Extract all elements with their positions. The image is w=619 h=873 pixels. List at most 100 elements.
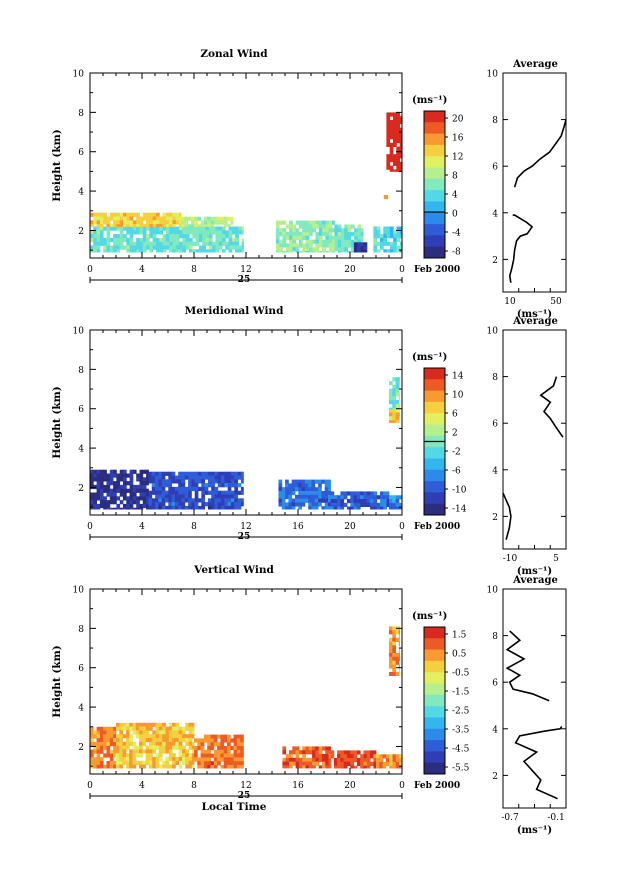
heatmap-cell [392,416,396,421]
heatmap-cell [386,499,390,504]
heatmap-cell [392,660,396,665]
heatmap-cell [129,212,134,217]
colorbar: (ms⁻¹)1.50.5-0.5-1.5-2.5-3.5-4.5-5.5 [412,611,470,775]
heatmap-cell [208,234,213,239]
x-tick-label: 4 [139,781,145,791]
heatmap-cell [90,757,94,762]
heatmap-cell [113,245,117,250]
heatmap-cell [210,224,215,227]
heatmap-cell [223,216,228,221]
heatmap-cell [237,475,242,480]
heatmap-cell [332,235,335,240]
heatmap-cell [399,131,403,136]
heatmap-cell [149,216,154,221]
heatmap-cell [343,758,348,763]
heatmap-cell [197,742,201,747]
heatmap-cell [99,488,104,493]
heatmap-cell [298,483,302,488]
heatmap-cell [142,741,147,746]
heatmap-cell [285,235,290,240]
heatmap-cell [386,139,391,144]
heatmap-cell [340,754,345,759]
heatmap-cell [205,241,210,246]
colorbar-tick-label: 14 [452,372,464,382]
heatmap-cell [96,481,101,486]
heatmap-cell [99,500,104,505]
heatmap-cell [398,664,400,669]
heatmap-cell [189,249,193,253]
heatmap-cell [188,730,193,735]
heatmap-cell [398,392,400,397]
heatmap-cell [315,239,320,244]
heatmap-cell [182,245,187,250]
heatmap-cell [113,496,117,501]
heatmap-cell [207,746,211,751]
heatmap-cell [311,479,316,484]
heatmap-cell [129,503,134,509]
heatmap-cell [172,764,176,769]
heatmap-cell [217,749,221,754]
heatmap-cell [398,634,400,639]
heatmap-cell [129,226,134,231]
heatmap-cell [240,490,244,495]
heatmap-cell [103,212,107,217]
heatmap-cell [123,488,127,493]
heatmap-cell [122,753,127,758]
heatmap-cell [96,734,101,739]
heatmap-cell [217,502,222,507]
heatmap-cell [392,377,396,382]
colorbar-swatch [424,235,445,248]
heatmap-cell [396,249,401,253]
heatmap-cell [217,479,222,484]
heatmap-cell [123,484,127,490]
heatmap-cell [113,224,117,227]
heatmap-cell [126,473,130,478]
heatmap-cell [337,243,342,248]
heatmap-cell [168,479,172,484]
heatmap-cell [233,742,238,747]
heatmap-cell [200,224,205,227]
average-x-tick-label: -10 [503,554,518,564]
heatmap-cell [152,224,157,227]
heatmap-cell [318,224,323,229]
heatmap-cell [385,758,390,763]
heatmap-cell [295,757,300,762]
heatmap-cell [302,232,306,237]
heatmap-cell [220,765,225,769]
heatmap-cell [373,502,378,507]
heatmap-cell [299,239,303,244]
heatmap-cell [353,246,358,251]
heatmap-cell [230,746,234,751]
heatmap-cell [174,505,179,510]
heatmap-cell [119,760,123,765]
heatmap-cell [119,473,124,478]
heatmap-cell [399,249,403,253]
heatmap-cell [103,753,107,758]
heatmap-cell [126,488,130,493]
colorbar-swatch [424,672,445,684]
heatmap-cell [223,757,228,762]
heatmap-cell [235,226,239,231]
heatmap-cell [191,471,196,476]
heatmap-cell [169,212,173,217]
heatmap-cell [360,495,364,500]
heatmap-cell [328,765,331,769]
heatmap-cell [392,400,396,405]
heatmap-cell [295,487,299,492]
heatmap-cell [344,232,348,237]
heatmap-cell [184,498,189,503]
heatmap-cell [109,249,114,253]
heatmap-cell [357,232,362,237]
heatmap-cell [234,505,238,510]
heatmap-cell [275,224,280,229]
heatmap-cell [214,471,219,476]
heatmap-cell [393,123,397,128]
heatmap-cell [96,237,101,243]
heatmap-cell [139,481,144,486]
heatmap-cell [275,220,280,225]
heatmap-cell [142,734,147,739]
heatmap-cell [399,241,403,246]
heatmap-cell [181,471,186,476]
heatmap-cell [175,741,180,746]
